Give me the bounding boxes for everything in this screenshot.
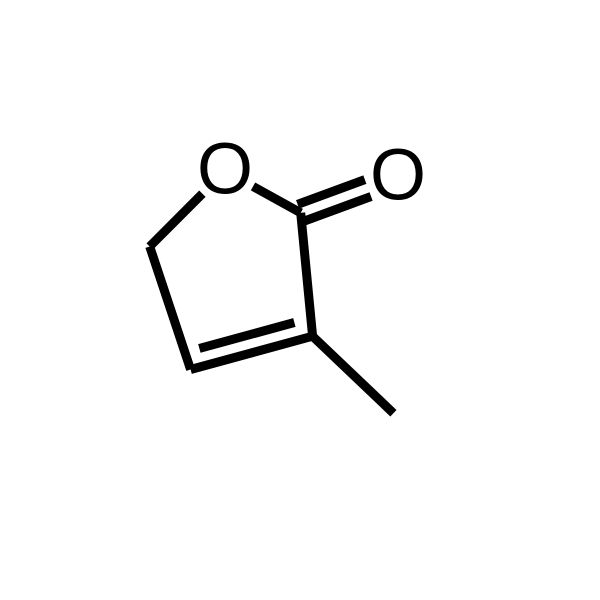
atom-label: O bbox=[197, 130, 253, 210]
atom-label: O bbox=[370, 136, 426, 216]
bond bbox=[150, 194, 203, 247]
bond bbox=[313, 336, 394, 413]
molecule-diagram: OO bbox=[0, 0, 600, 600]
bond bbox=[301, 213, 313, 336]
bond bbox=[150, 247, 191, 370]
bond bbox=[253, 186, 301, 212]
